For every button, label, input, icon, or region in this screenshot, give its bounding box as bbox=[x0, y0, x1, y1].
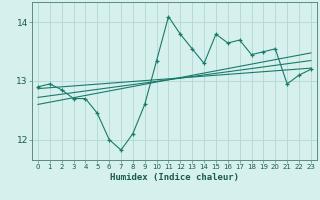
X-axis label: Humidex (Indice chaleur): Humidex (Indice chaleur) bbox=[110, 173, 239, 182]
